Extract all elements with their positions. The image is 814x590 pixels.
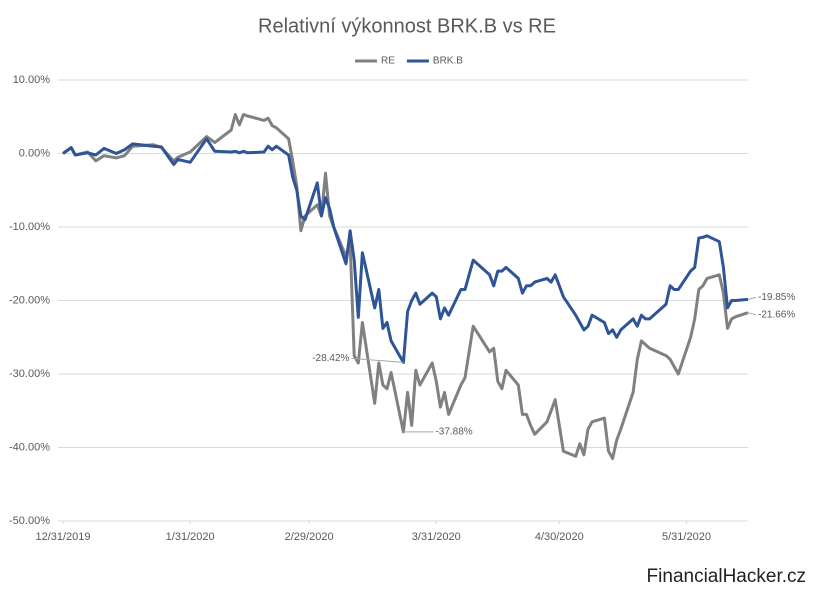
x-tick-label: 12/31/2019 — [35, 531, 90, 543]
series-line — [62, 113, 749, 460]
y-tick-label: -10.00% — [9, 221, 50, 233]
x-tick-label: 1/31/2020 — [166, 531, 215, 543]
y-tick-label: -40.00% — [9, 441, 50, 453]
chart-title: Relativní výkonnost BRK.B vs RE — [258, 15, 556, 37]
data-label: -21.66% — [758, 309, 795, 320]
label-leader — [351, 357, 404, 363]
label-leader — [747, 312, 757, 316]
y-tick-label: -50.00% — [9, 515, 50, 527]
y-tick-label: 10.00% — [13, 74, 51, 86]
y-tick-label: -30.00% — [9, 368, 50, 380]
series-line — [62, 137, 749, 364]
y-tick-label: -20.00% — [9, 294, 50, 306]
y-tick-label: 0.00% — [19, 147, 50, 159]
data-label: -37.88% — [435, 427, 472, 438]
legend-label: RE — [381, 56, 395, 67]
x-tick-label: 3/31/2020 — [412, 531, 461, 543]
watermark: FinancialHacker.cz — [647, 566, 806, 587]
data-label: -28.42% — [312, 353, 349, 364]
x-tick-label: 2/29/2020 — [285, 531, 334, 543]
data-label: -19.85% — [758, 292, 795, 303]
x-tick-label: 5/31/2020 — [662, 531, 711, 543]
x-tick-label: 4/30/2020 — [535, 531, 584, 543]
legend-label: BRK.B — [433, 56, 463, 67]
label-leader — [747, 296, 757, 300]
